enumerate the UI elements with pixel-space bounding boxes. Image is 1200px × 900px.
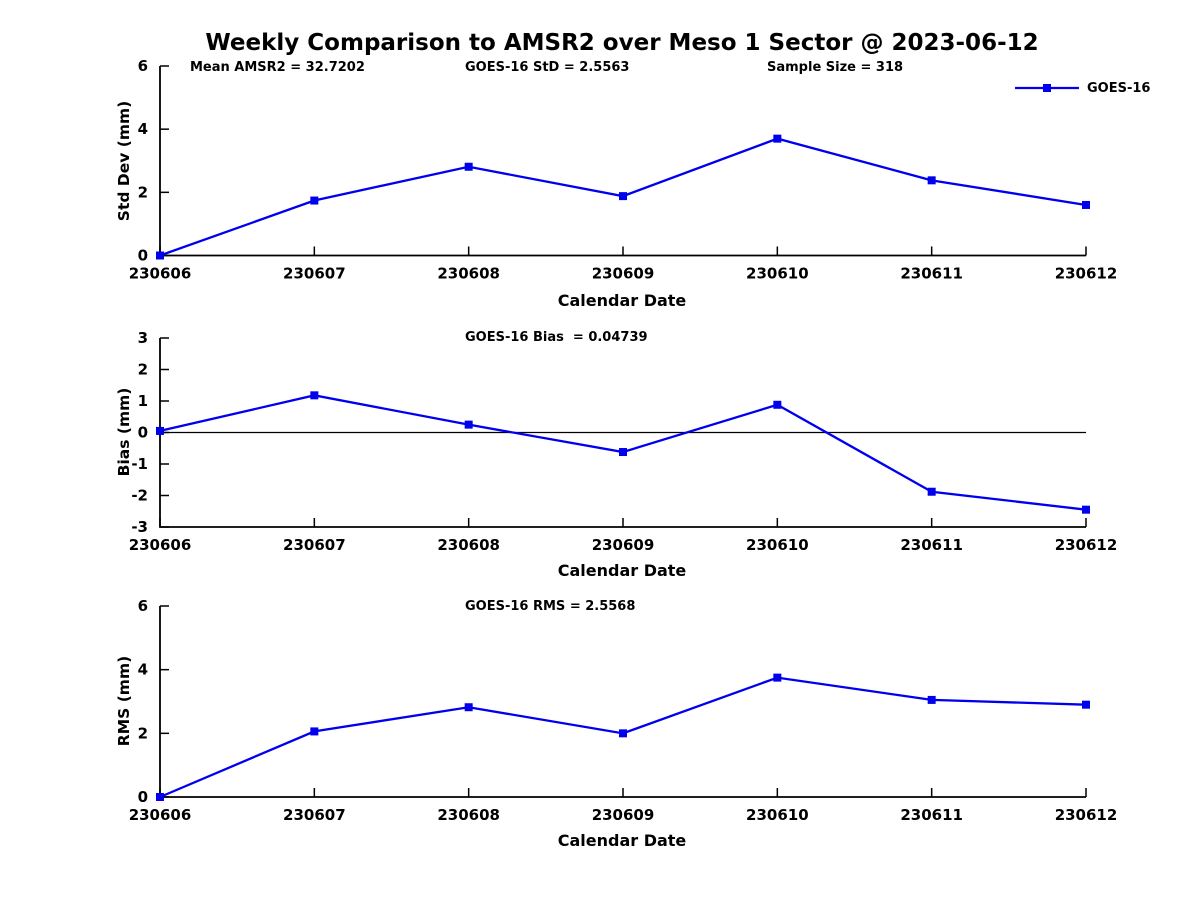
x-tick-label: 230606 <box>129 536 192 554</box>
y-tick-label: 4 <box>138 661 148 679</box>
xlabel-std-dev: Calendar Date <box>557 291 687 310</box>
annotation-sample-size: Sample Size = 318 <box>767 60 904 75</box>
ylabel-std-dev: Std Dev (mm) <box>115 100 133 222</box>
y-tick-label: 3 <box>138 329 148 347</box>
x-tick-label: 230608 <box>437 265 500 283</box>
x-tick-label: 230606 <box>129 265 192 283</box>
data-point-marker <box>156 251 164 260</box>
y-tick-label: -2 <box>131 487 148 505</box>
data-point-marker <box>927 695 936 704</box>
y-tick-label: -3 <box>131 518 148 536</box>
x-tick-label: 230609 <box>592 806 655 824</box>
data-point-marker <box>1082 200 1090 209</box>
x-tick-label: 230612 <box>1055 536 1118 554</box>
data-point-marker <box>310 196 319 205</box>
data-point-marker <box>927 176 936 185</box>
x-tick-label: 230607 <box>283 806 346 824</box>
axis-spines <box>159 66 1086 257</box>
data-point-marker <box>619 448 627 457</box>
annotation-goes16-bias: GOES-16 Bias = 0.04739 <box>465 330 648 345</box>
x-tick-label: 230608 <box>437 536 500 554</box>
legend-label: GOES-16 <box>1087 80 1151 96</box>
y-tick-label: -1 <box>131 455 148 473</box>
subplot-std-dev: 0 2 4 6 230606 230607 230608 230609 230610 230611… <box>129 57 1118 283</box>
y-tick-label: 0 <box>138 247 148 265</box>
y-tick-label: 4 <box>138 120 148 138</box>
x-tick-label: 230611 <box>900 806 963 824</box>
legend: GOES-16 <box>1014 80 1150 96</box>
x-tick-label: 230607 <box>283 265 346 283</box>
subplot-bias: -3 -2 -1 0 1 2 3 230606 230607 230608 230609 230610… <box>129 329 1118 554</box>
data-point-marker <box>310 727 319 736</box>
data-point-marker <box>156 793 164 801</box>
y-tick-label: 0 <box>138 788 148 806</box>
y-tick-label: 6 <box>138 57 148 75</box>
x-tick-label: 230610 <box>746 265 809 283</box>
y-tick-label: 2 <box>138 724 148 742</box>
data-point-marker <box>1082 505 1090 514</box>
data-point-marker <box>773 673 782 682</box>
ylabel-rms: RMS (mm) <box>115 655 133 747</box>
y-tick-label: 2 <box>138 361 148 379</box>
legend-line-icon <box>1015 84 1079 92</box>
data-point-marker <box>773 400 782 409</box>
data-point-marker <box>773 134 782 143</box>
x-tick-label: 230611 <box>900 265 963 283</box>
xlabel-bias: Calendar Date <box>557 561 687 580</box>
figure-title: Weekly Comparison to AMSR2 over Meso 1 S… <box>205 30 1039 56</box>
y-tick-label: 6 <box>138 597 148 615</box>
x-tick-label: 230606 <box>129 806 192 824</box>
x-tick-label: 230610 <box>746 536 809 554</box>
data-point-marker <box>464 162 473 171</box>
x-tick-label: 230612 <box>1055 806 1118 824</box>
ylabel-bias: Bias (mm) <box>115 387 133 477</box>
x-tick-label: 230610 <box>746 806 809 824</box>
x-tick-label: 230609 <box>592 265 655 283</box>
annotation-goes16-rms: GOES-16 RMS = 2.5568 <box>465 599 636 614</box>
x-tick-label: 230612 <box>1055 265 1118 283</box>
y-tick-label: 1 <box>138 392 148 410</box>
xlabel-rms: Calendar Date <box>557 831 687 850</box>
annotation-goes16-std: GOES-16 StD = 2.5563 <box>465 60 630 75</box>
data-point-marker <box>156 426 164 435</box>
data-point-marker <box>310 391 319 400</box>
x-tick-label: 230611 <box>900 536 963 554</box>
data-point-marker <box>927 487 936 496</box>
x-tick-label: 230607 <box>283 536 346 554</box>
data-point-marker <box>464 420 473 429</box>
data-point-marker <box>619 729 627 738</box>
data-point-marker <box>1082 700 1090 709</box>
annotation-mean-amsr2: Mean AMSR2 = 32.7202 <box>190 60 365 75</box>
x-tick-label: 230608 <box>437 806 500 824</box>
y-tick-label: 0 <box>138 424 148 442</box>
x-tick-label: 230609 <box>592 536 655 554</box>
y-tick-label: 2 <box>138 183 148 201</box>
data-point-marker <box>464 703 473 712</box>
data-point-marker <box>619 192 627 201</box>
subplot-rms: 0 2 4 6 230606 230607 230608 230609 230610 230611… <box>129 597 1118 824</box>
